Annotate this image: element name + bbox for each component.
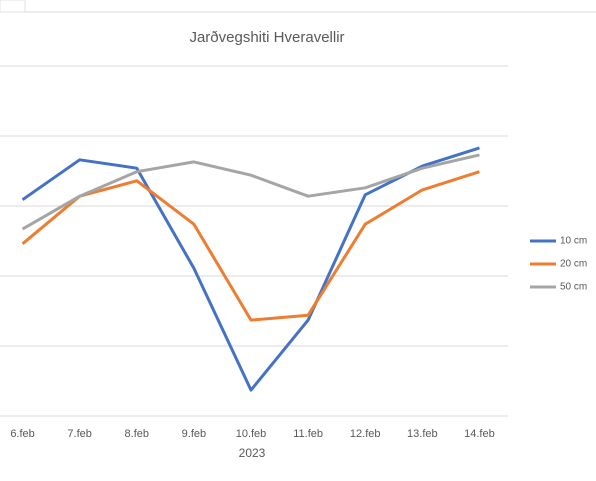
legend-label: 10 cm	[560, 236, 587, 247]
x-tick-label: 13.feb	[407, 428, 438, 440]
x-tick-label: 8.feb	[125, 428, 149, 440]
chart-title: Jarðvegshiti Hveravellir	[189, 29, 344, 46]
series-line	[21, 170, 480, 322]
x-tick-label: 11.feb	[293, 428, 323, 440]
x-tick-label: 7.feb	[67, 428, 91, 440]
x-tick-label: 6.feb	[10, 428, 34, 440]
x-tick-label: 9.feb	[182, 428, 206, 440]
series-line	[21, 153, 480, 231]
x-tick-label: 14.feb	[464, 428, 495, 440]
x-tick-label: 10.feb	[236, 428, 267, 440]
legend-label: 50 cm	[560, 282, 587, 293]
x-axis-title: 2023	[239, 446, 266, 460]
legend-label: 20 cm	[560, 259, 587, 270]
frame-tab	[0, 0, 26, 13]
x-tick-label: 12.feb	[350, 428, 381, 440]
